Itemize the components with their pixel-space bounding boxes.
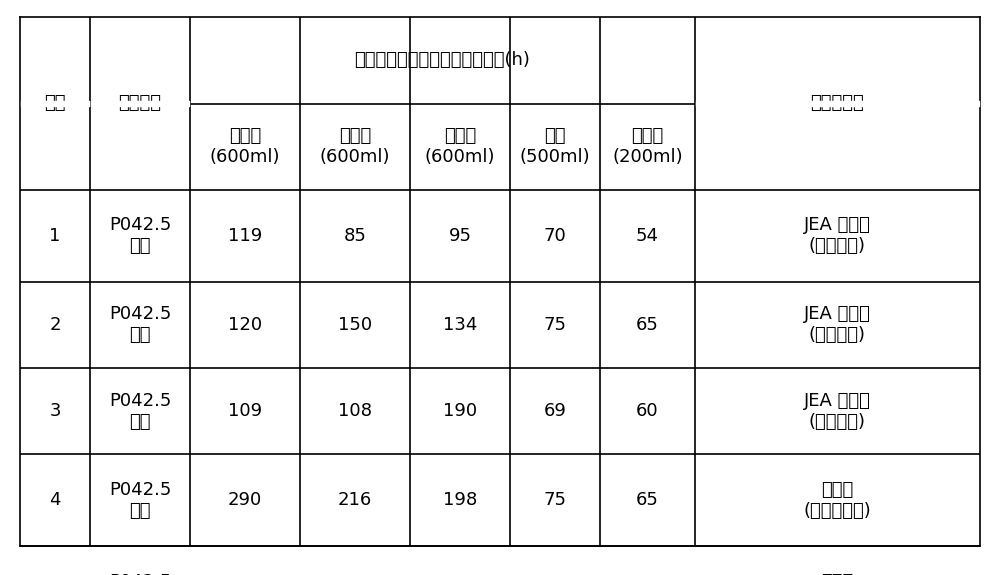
Text: P042.5
淮南: P042.5 淮南 bbox=[109, 305, 171, 344]
Text: 1: 1 bbox=[49, 227, 61, 245]
Text: P042.5
淮南: P042.5 淮南 bbox=[109, 573, 171, 575]
Text: 玻璃杯
(200ml): 玻璃杯 (200ml) bbox=[612, 127, 683, 166]
Text: 198: 198 bbox=[443, 491, 477, 509]
Text: 150: 150 bbox=[338, 316, 372, 334]
Text: 青岛瓶
(600ml): 青岛瓶 (600ml) bbox=[210, 127, 280, 166]
Text: P042.5
巢湖: P042.5 巢湖 bbox=[109, 481, 171, 520]
Text: 109: 109 bbox=[228, 402, 262, 420]
Text: 山城瓶
(600ml): 山城瓶 (600ml) bbox=[425, 127, 495, 166]
Text: 60: 60 bbox=[636, 402, 659, 420]
Text: 120: 120 bbox=[228, 316, 262, 334]
Text: 69: 69 bbox=[544, 402, 566, 420]
Text: 雪花瓶
(600ml): 雪花瓶 (600ml) bbox=[320, 127, 390, 166]
Text: 4: 4 bbox=[49, 491, 61, 509]
Text: 编号: 编号 bbox=[44, 94, 66, 113]
Text: P042.5
东关: P042.5 东关 bbox=[109, 392, 171, 431]
Text: 3: 3 bbox=[49, 402, 61, 420]
Text: 应用膨胀剂: 应用膨胀剂 bbox=[811, 94, 864, 113]
Text: 108: 108 bbox=[338, 402, 372, 420]
Text: 2: 2 bbox=[49, 316, 61, 334]
Text: 70: 70 bbox=[544, 227, 566, 245]
Text: 290: 290 bbox=[228, 491, 262, 509]
Text: 烧杯
(500ml): 烧杯 (500ml) bbox=[520, 127, 590, 166]
Text: 190: 190 bbox=[443, 402, 477, 420]
Text: 75: 75 bbox=[543, 316, 566, 334]
Text: JEA 膨胀剂
(合格产品): JEA 膨胀剂 (合格产品) bbox=[804, 216, 871, 255]
Text: 65: 65 bbox=[636, 491, 659, 509]
Text: 应用水泥: 应用水泥 bbox=[119, 94, 162, 113]
Text: 54: 54 bbox=[636, 227, 659, 245]
Text: JEA 膨胀剂
(合格产品): JEA 膨胀剂 (合格产品) bbox=[804, 392, 871, 431]
Text: JEA 膨胀剂
(合格产品): JEA 膨胀剂 (合格产品) bbox=[804, 305, 871, 344]
Text: 95: 95 bbox=[448, 227, 472, 245]
Text: 65: 65 bbox=[636, 316, 659, 334]
Text: 膨胀剂
(不合格产品): 膨胀剂 (不合格产品) bbox=[804, 573, 871, 575]
Text: 75: 75 bbox=[543, 491, 566, 509]
Text: 膨胀剂
(不合格产品): 膨胀剂 (不合格产品) bbox=[804, 481, 871, 520]
Text: 85: 85 bbox=[344, 227, 366, 245]
Text: 119: 119 bbox=[228, 227, 262, 245]
Text: 啊酒瓶、烧怀和玻璃杯开裂时间(h): 啊酒瓶、烧怀和玻璃杯开裂时间(h) bbox=[355, 51, 530, 70]
Text: 134: 134 bbox=[443, 316, 477, 334]
Text: P042.5
巢湖: P042.5 巢湖 bbox=[109, 216, 171, 255]
Text: 216: 216 bbox=[338, 491, 372, 509]
